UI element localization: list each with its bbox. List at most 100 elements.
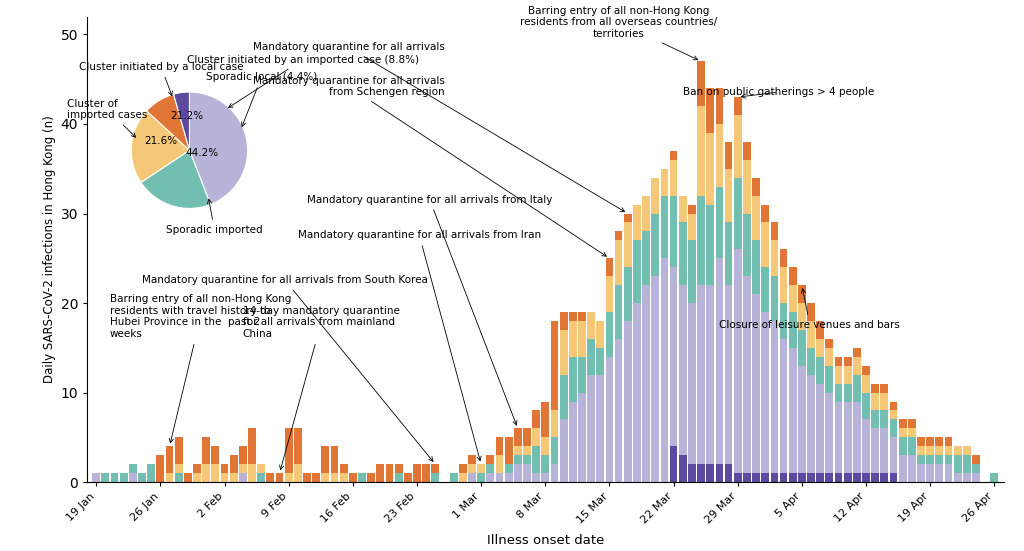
Bar — [807, 375, 815, 473]
Bar — [229, 473, 238, 482]
Bar — [890, 410, 897, 419]
Bar — [532, 446, 540, 473]
Bar — [944, 446, 952, 455]
Bar — [614, 339, 623, 482]
Bar — [257, 464, 265, 473]
Bar — [899, 429, 906, 437]
Bar — [486, 473, 495, 482]
Bar — [624, 267, 632, 321]
Bar — [688, 303, 696, 464]
Bar — [514, 429, 521, 446]
Bar — [918, 446, 925, 455]
Bar — [779, 473, 787, 482]
Bar — [871, 429, 880, 473]
Bar — [578, 357, 586, 392]
Bar — [670, 196, 678, 267]
Bar — [394, 473, 402, 482]
Bar — [697, 464, 705, 482]
Bar — [953, 446, 962, 455]
Bar — [322, 473, 330, 482]
Bar — [220, 464, 228, 473]
Bar — [514, 446, 521, 455]
Bar — [633, 303, 641, 482]
Bar — [816, 473, 824, 482]
Bar — [229, 455, 238, 473]
Bar — [871, 473, 880, 482]
Bar — [881, 383, 888, 392]
Bar — [514, 455, 521, 464]
Bar — [312, 473, 321, 482]
Text: Cluster of
imported cases: Cluster of imported cases — [68, 99, 147, 137]
Bar — [129, 464, 137, 473]
Text: Mandatory quarantine for all arrivals: Mandatory quarantine for all arrivals — [253, 42, 625, 212]
Bar — [211, 464, 219, 482]
Bar — [596, 375, 604, 482]
Bar — [651, 177, 659, 213]
Bar — [871, 392, 880, 410]
Bar — [431, 473, 439, 482]
Bar — [944, 455, 952, 464]
Bar — [918, 437, 925, 446]
Bar — [220, 473, 228, 482]
Bar — [569, 321, 577, 357]
Bar — [596, 321, 604, 348]
Bar — [496, 455, 504, 473]
Bar — [816, 357, 824, 383]
Bar — [578, 312, 586, 321]
Bar — [953, 473, 962, 482]
Bar — [642, 196, 650, 231]
Bar — [542, 437, 549, 455]
Bar — [340, 464, 347, 473]
Bar — [716, 464, 723, 482]
Bar — [844, 357, 852, 366]
Bar — [753, 473, 760, 482]
Bar — [890, 473, 897, 482]
Text: 14-day mandatory quarantine
for all arrivals from mainland
China: 14-day mandatory quarantine for all arri… — [243, 306, 399, 469]
Bar — [532, 410, 540, 429]
Text: Mandatory quarantine for all arrivals from South Korea: Mandatory quarantine for all arrivals fr… — [142, 275, 433, 461]
Text: Barring entry of all non-Hong Kong
residents from all overseas countries/
territ: Barring entry of all non-Hong Kong resid… — [520, 6, 717, 60]
Bar — [624, 223, 632, 267]
Text: Cluster initiated by an imported case (8.8%): Cluster initiated by an imported case (8… — [186, 55, 419, 107]
Bar — [248, 429, 256, 464]
Bar — [294, 429, 302, 464]
Bar — [651, 276, 659, 482]
Bar — [936, 437, 943, 446]
Bar — [725, 142, 732, 169]
Bar — [936, 464, 943, 482]
Bar — [798, 473, 806, 482]
Bar — [816, 339, 824, 357]
Bar — [642, 285, 650, 482]
Bar — [157, 455, 164, 482]
Bar — [679, 196, 687, 223]
Bar — [779, 267, 787, 303]
Text: Mandatory quarantine for all arrivals from Italy: Mandatory quarantine for all arrivals fr… — [307, 195, 552, 425]
Bar — [871, 410, 880, 429]
Bar — [303, 473, 311, 482]
Bar — [505, 437, 513, 464]
Bar — [523, 455, 530, 464]
Wedge shape — [189, 92, 248, 204]
Bar — [605, 312, 613, 357]
Bar — [679, 223, 687, 285]
Bar — [551, 437, 558, 464]
Bar — [770, 276, 778, 321]
Bar — [835, 383, 843, 402]
Bar — [624, 321, 632, 482]
Bar — [331, 446, 338, 473]
Bar — [816, 321, 824, 339]
Bar — [716, 187, 723, 258]
Bar — [203, 464, 210, 482]
Bar — [725, 285, 732, 464]
Bar — [587, 375, 595, 482]
Bar — [560, 312, 567, 330]
Bar — [899, 455, 906, 482]
Bar — [340, 473, 347, 482]
Bar — [147, 464, 155, 482]
Bar — [660, 258, 669, 482]
Bar — [862, 473, 870, 482]
Bar — [734, 177, 741, 249]
Bar — [798, 285, 806, 303]
Bar — [166, 473, 173, 482]
Bar — [605, 357, 613, 482]
